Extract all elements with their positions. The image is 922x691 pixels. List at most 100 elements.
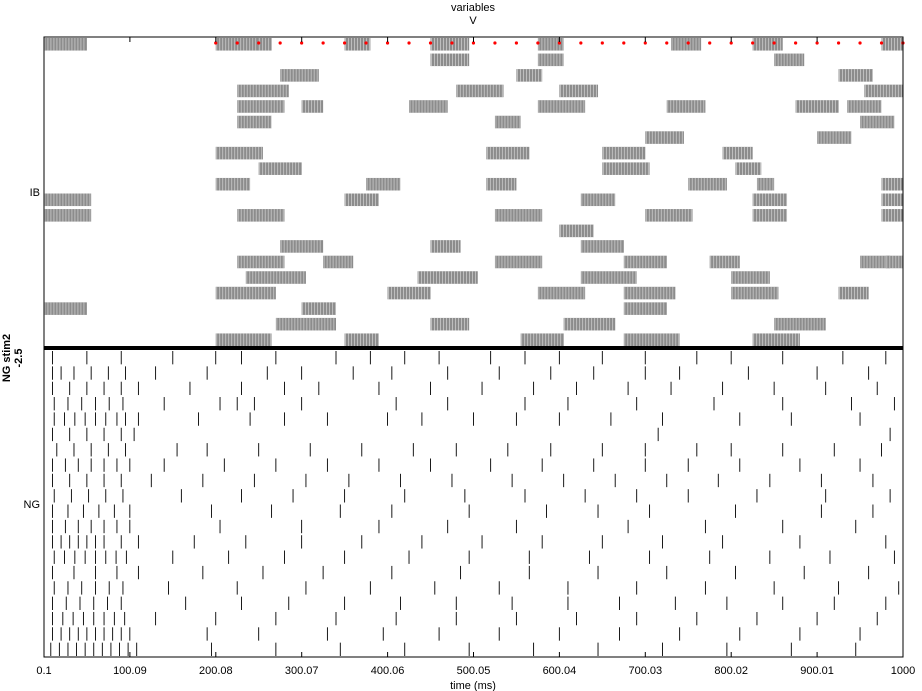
ib-burst-fill xyxy=(366,177,401,191)
ib-burst xyxy=(774,53,805,67)
ib-burst-fill xyxy=(344,193,379,207)
ib-burst-fill xyxy=(860,255,891,269)
x-tick-label: 1000 xyxy=(891,665,915,677)
ib-burst xyxy=(838,69,873,82)
ib-burst-fill xyxy=(537,100,586,113)
ib-marker xyxy=(471,41,476,45)
ib-raster-panel xyxy=(43,38,903,346)
ib-marker xyxy=(879,41,884,45)
ib-burst-fill xyxy=(881,38,903,51)
ib-burst-fill xyxy=(563,317,616,331)
ib-burst-fill xyxy=(456,84,504,98)
ib-burst xyxy=(430,53,470,67)
ib-population-label: IB xyxy=(30,187,40,199)
ib-burst xyxy=(602,146,646,160)
ib-burst-fill xyxy=(722,146,753,160)
ib-burst-fill xyxy=(430,240,461,253)
ib-burst xyxy=(301,100,324,113)
ib-burst xyxy=(237,255,285,269)
ib-burst-fill xyxy=(817,131,852,144)
side-label-line-1: NG stim2 xyxy=(1,334,13,382)
x-tick-label: 800.02 xyxy=(714,665,748,677)
ib-burst-fill xyxy=(494,255,543,269)
x-tick-label: 300.07 xyxy=(285,665,319,677)
ib-marker xyxy=(794,41,798,45)
ib-burst-fill xyxy=(486,177,517,191)
ib-burst xyxy=(752,38,783,51)
ib-burst xyxy=(43,209,92,222)
ib-marker xyxy=(428,41,433,45)
ib-burst-fill xyxy=(215,146,263,160)
ib-marker xyxy=(300,41,304,45)
ib-burst xyxy=(494,209,543,222)
x-tick-label: 200.08 xyxy=(199,665,233,677)
ib-burst-fill xyxy=(486,146,530,160)
ib-marker xyxy=(493,41,497,45)
ng-raster-panel xyxy=(50,351,900,656)
ib-burst-fill xyxy=(43,38,87,51)
ib-burst-fill xyxy=(417,271,478,284)
x-axis: 0.1 100.09 200.08 300.07 400.06 500.05 600.04 7… xyxy=(36,37,915,677)
ib-burst-fill xyxy=(215,177,251,191)
ib-marker xyxy=(364,41,368,45)
ib-marker xyxy=(235,41,239,45)
ib-burst-fill xyxy=(847,100,882,113)
ib-burst xyxy=(387,286,431,300)
ib-burst xyxy=(258,38,272,51)
ib-burst-fill xyxy=(323,255,354,269)
ib-burst xyxy=(237,209,285,222)
ib-burst xyxy=(245,271,306,284)
ib-burst-fill xyxy=(494,209,543,222)
ib-burst-fill xyxy=(43,302,87,315)
ib-marker xyxy=(665,41,669,45)
ib-burst xyxy=(366,177,401,191)
ib-burst xyxy=(409,100,448,113)
ib-burst xyxy=(864,84,903,98)
ib-burst xyxy=(645,131,684,144)
chart-title-line-1: variables xyxy=(451,2,496,14)
ib-burst xyxy=(215,286,276,300)
ib-burst xyxy=(881,193,903,207)
ib-burst-fill xyxy=(795,100,839,113)
ib-burst xyxy=(731,271,770,284)
ib-burst xyxy=(344,38,371,51)
ib-burst xyxy=(563,317,616,331)
ib-event-markers xyxy=(214,41,905,45)
x-tick-label: 600.04 xyxy=(543,665,577,677)
ib-burst xyxy=(881,177,903,191)
ib-burst-fill xyxy=(258,162,302,175)
ib-burst xyxy=(215,177,251,191)
ib-marker xyxy=(858,41,862,45)
ib-burst xyxy=(881,38,903,51)
ib-burst xyxy=(602,162,650,175)
x-tick-label: 900.01 xyxy=(800,665,834,677)
ib-marker xyxy=(772,41,776,45)
ib-burst xyxy=(486,177,517,191)
ib-burst xyxy=(215,333,272,346)
ib-burst-fill xyxy=(602,162,650,175)
x-tick-label: 700.03 xyxy=(628,665,662,677)
ib-burst xyxy=(838,286,869,300)
ib-burst-fill xyxy=(280,240,324,253)
ib-burst xyxy=(43,193,92,207)
ib-burst-fill xyxy=(237,100,285,113)
ib-burst xyxy=(688,177,727,191)
ib-marker xyxy=(278,41,282,45)
side-label-line-2: -2.5 xyxy=(13,349,25,368)
x-tick-label: 0.1 xyxy=(36,665,51,677)
ib-burst-fill xyxy=(559,224,594,238)
ib-marker xyxy=(407,41,411,45)
ib-burst xyxy=(43,302,87,315)
ib-burst xyxy=(671,38,702,51)
ib-burst-fill xyxy=(623,286,676,300)
ib-marker xyxy=(729,41,733,45)
ib-burst-fill xyxy=(623,302,667,315)
ib-burst-fill xyxy=(520,333,564,346)
ib-burst-fill xyxy=(301,302,337,315)
ib-burst xyxy=(301,302,337,315)
ib-burst xyxy=(774,317,826,331)
ib-burst xyxy=(43,38,87,51)
ib-marker xyxy=(600,41,604,45)
ib-burst xyxy=(237,115,272,129)
ib-burst xyxy=(280,69,319,82)
